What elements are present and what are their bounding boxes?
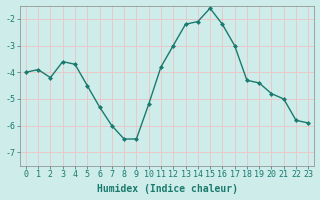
X-axis label: Humidex (Indice chaleur): Humidex (Indice chaleur) (97, 184, 237, 194)
